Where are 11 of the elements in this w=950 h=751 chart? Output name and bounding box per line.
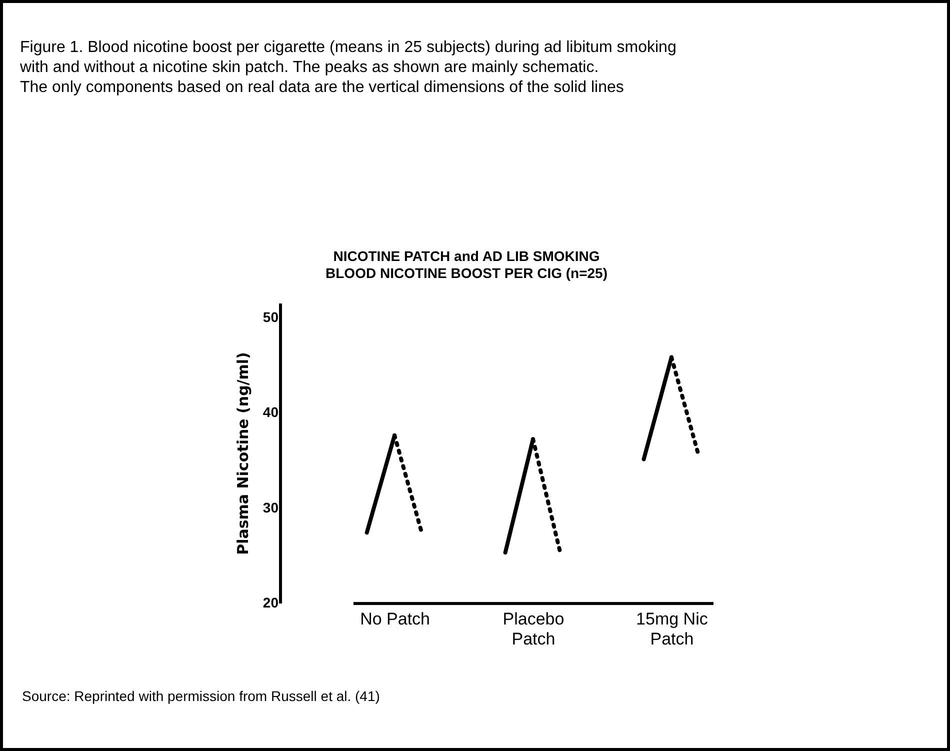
y-tick-label: 40 [262, 404, 279, 420]
y-tick-label: 30 [262, 499, 279, 516]
y-tick-label: 20 [262, 594, 279, 610]
y-tick-label: 50 [262, 308, 279, 325]
y-axis-title: Plasma Nicotine (ng/ml) [234, 352, 252, 555]
x-tick-label: No Patch [360, 610, 430, 628]
caption: Figure 1. Blood nicotine boost per cigarette (means in 25 subjects) during ad libitum smoking with and without a nicotine skin patch. The peaks as shown are mainly schematic. The only components based on real data are the vertical dimensions of the solid lines [20, 38, 678, 98]
x-tick-label: 15mg Nic Patch [636, 610, 708, 648]
source-note: Source: Reprinted with permission from Russell et al. (41) [22, 688, 380, 704]
chart-title: NICOTINE PATCH and AD LIB SMOKING BLOOD NICOTINE BOOST PER CIG (n=25) [326, 248, 608, 281]
x-tick-label: Placebo Patch [502, 610, 564, 648]
